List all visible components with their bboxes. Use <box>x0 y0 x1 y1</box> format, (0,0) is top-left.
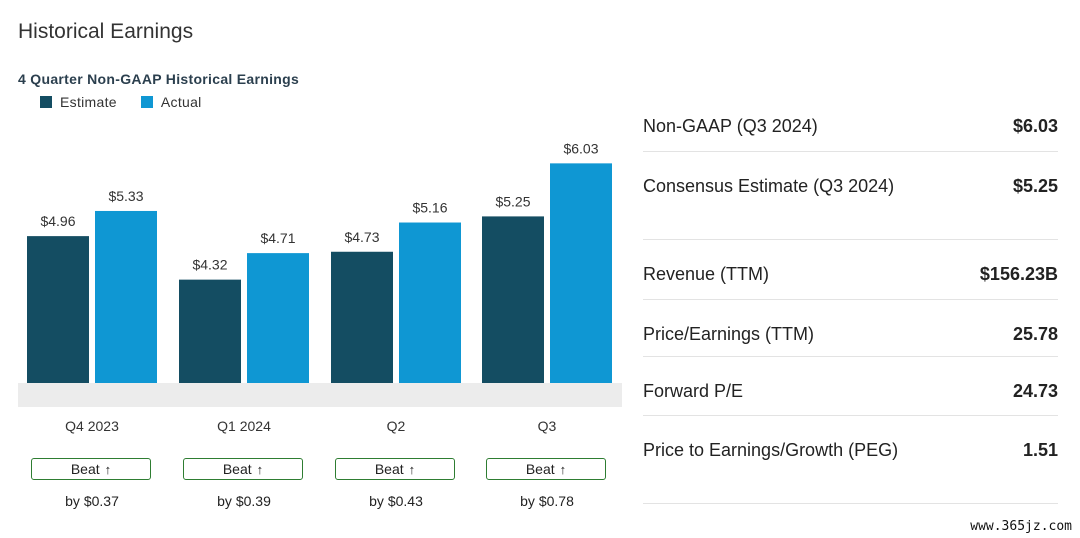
bar-value-label: $5.25 <box>495 193 530 209</box>
beat-badge: Beat ↑ <box>335 458 455 480</box>
legend-swatch-estimate <box>40 96 52 108</box>
beat-amount: by $0.43 <box>369 493 423 509</box>
bar-value-label: $4.32 <box>192 257 227 273</box>
arrow-up-icon: ↑ <box>559 461 567 477</box>
x-tick-label: Q4 2023 <box>65 418 119 434</box>
stat-label: Non-GAAP (Q3 2024) <box>643 116 818 136</box>
stat-label: Revenue (TTM) <box>643 264 770 284</box>
stat-value: 1.51 <box>1022 440 1058 460</box>
stat-label: Price to Earnings/Growth (PEG) <box>643 440 899 460</box>
bar-actual <box>95 210 157 383</box>
stat-value: $156.23B <box>979 264 1058 284</box>
stat-value: 24.73 <box>1012 381 1058 401</box>
beat-badge: Beat ↑ <box>486 458 606 480</box>
chart-title: 4 Quarter Non-GAAP Historical Earnings <box>18 71 300 87</box>
stat-row-non-gaap: Non-GAAP (Q3 2024) $6.03 <box>643 92 1058 152</box>
beat-badge: Beat ↑ <box>31 458 151 480</box>
bar-value-label: $4.96 <box>40 213 75 229</box>
watermark: www.365jz.com <box>970 519 1072 534</box>
legend-label-estimate: Estimate <box>60 94 117 110</box>
bar-value-label: $4.71 <box>260 230 295 246</box>
legend-item-estimate: Estimate <box>40 94 117 110</box>
stat-label: Forward P/E <box>643 381 744 401</box>
stat-label: Price/Earnings (TTM) <box>643 324 815 344</box>
legend-item-actual: Actual <box>140 94 202 110</box>
bar-estimate <box>482 216 544 383</box>
stat-row-peg: Price to Earnings/Growth (PEG) 1.51 <box>643 416 1058 504</box>
stats-panel: Non-GAAP (Q3 2024) $6.03 Consensus Estim… <box>643 92 1058 504</box>
beat-label: Beat <box>222 461 252 477</box>
bar-estimate <box>179 279 241 383</box>
beat-label: Beat <box>525 461 555 477</box>
bar-estimate <box>27 236 89 383</box>
beat-label: Beat <box>374 461 404 477</box>
x-tick-label: Q3 <box>538 418 557 434</box>
page-title: Historical Earnings <box>18 20 194 43</box>
stat-value: $6.03 <box>1012 116 1058 136</box>
beat-label: Beat <box>70 461 100 477</box>
x-axis-band <box>18 383 622 407</box>
legend-swatch-actual <box>140 96 153 108</box>
arrow-up-icon: ↑ <box>256 461 264 477</box>
bar-actual <box>399 222 461 383</box>
bar-value-label: $5.33 <box>108 188 143 204</box>
bar-value-label: $5.16 <box>412 200 447 216</box>
stat-row-revenue: Revenue (TTM) $156.23B <box>643 240 1058 300</box>
stat-label: Consensus Estimate (Q3 2024) <box>643 176 895 196</box>
stat-row-forward-pe: Forward P/E 24.73 <box>643 357 1058 416</box>
bar-value-label: $4.73 <box>344 229 379 245</box>
x-tick-label: Q2 <box>387 418 406 434</box>
stat-value: $5.25 <box>1012 176 1058 196</box>
beat-amount: by $0.39 <box>217 493 271 509</box>
chart-legend: Estimate Actual <box>40 94 226 110</box>
earnings-bar-chart: $4.96 $5.33 Q4 2023 $4.32 $4.71 Q1 2024 $4.73 $… <box>18 140 622 434</box>
bar-estimate <box>331 251 393 383</box>
stat-row-consensus-estimate: Consensus Estimate (Q3 2024) $5.25 <box>643 152 1058 240</box>
beat-amount: by $0.37 <box>65 493 119 509</box>
legend-label-actual: Actual <box>160 94 202 110</box>
arrow-up-icon: ↑ <box>408 461 416 477</box>
stat-value: 25.78 <box>1012 324 1058 344</box>
stat-row-price-earnings: Price/Earnings (TTM) 25.78 <box>643 300 1058 357</box>
bar-actual <box>247 253 309 383</box>
bar-value-label: $6.03 <box>563 140 598 156</box>
bar-actual <box>550 163 612 383</box>
beat-badge: Beat ↑ <box>183 458 303 480</box>
beat-amount: by $0.78 <box>520 493 574 509</box>
arrow-up-icon: ↑ <box>104 461 112 477</box>
x-tick-label: Q1 2024 <box>217 418 271 434</box>
